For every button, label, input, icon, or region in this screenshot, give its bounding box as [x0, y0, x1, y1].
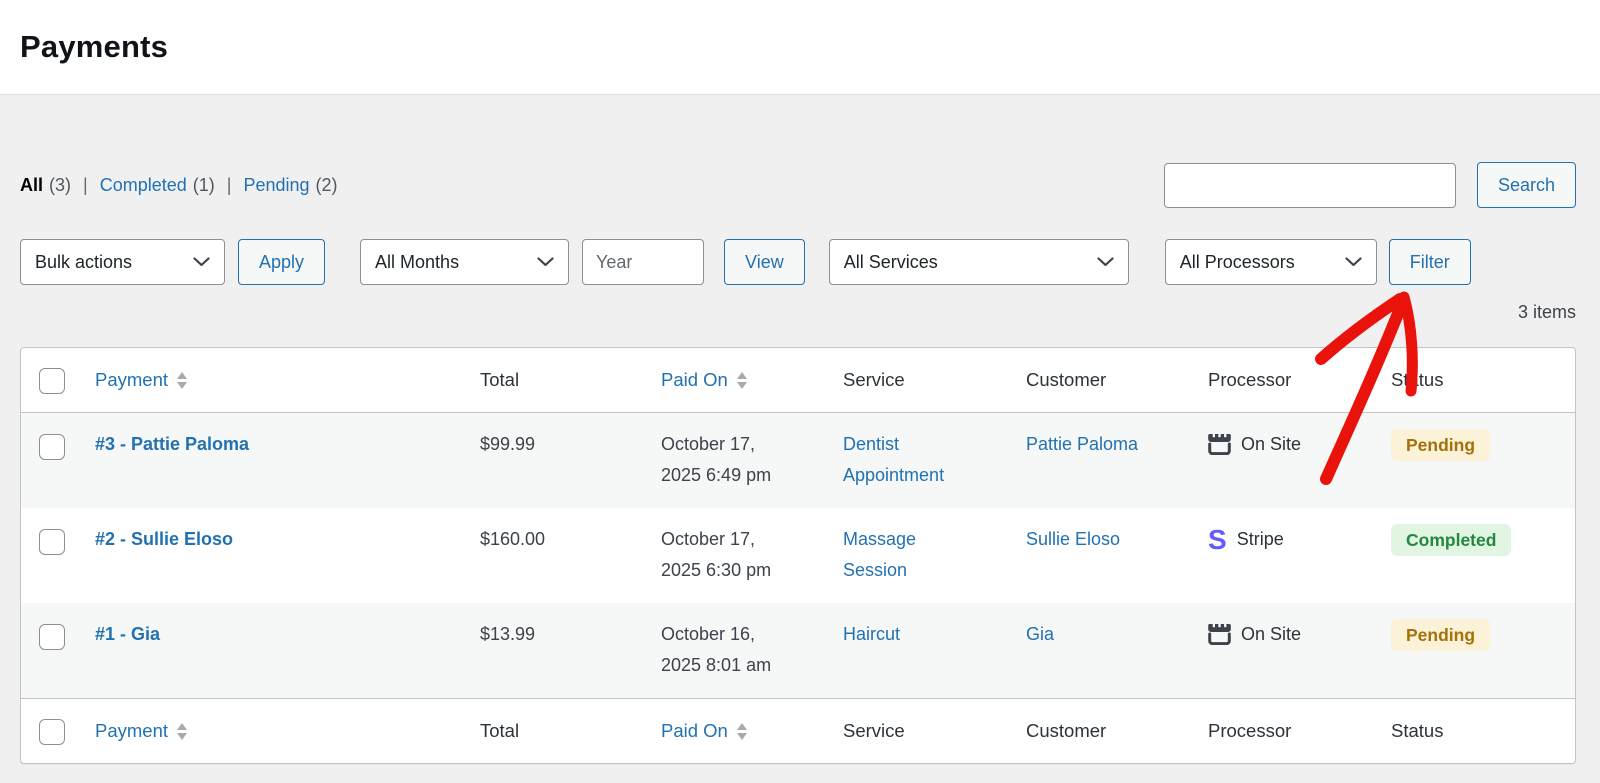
column-header-payment[interactable]: Payment	[95, 369, 188, 391]
column-header-service: Service	[831, 348, 1014, 413]
chevron-down-icon	[537, 257, 554, 267]
column-footer-total: Total	[468, 698, 649, 763]
column-footer-payment[interactable]: Payment	[95, 720, 188, 742]
view-separator: |	[83, 174, 88, 195]
column-header-customer: Customer	[1014, 348, 1196, 413]
service-link[interactable]: Haircut	[843, 624, 901, 644]
page-title: Payments	[20, 29, 169, 64]
view-separator: |	[226, 174, 232, 195]
stripe-icon: S	[1208, 523, 1227, 555]
view-button[interactable]: View	[724, 239, 805, 285]
payment-total: $13.99	[480, 624, 536, 644]
view-all-link[interactable]: All (3)	[20, 175, 71, 196]
column-footer-paid-on[interactable]: Paid On	[661, 720, 747, 742]
processor-name: Stripe	[1236, 529, 1284, 549]
column-footer-customer: Customer	[1014, 698, 1196, 763]
payment-link[interactable]: #2 - Sullie Eloso	[95, 529, 234, 549]
column-footer-service: Service	[831, 698, 1014, 763]
paid-on-date: October 17, 2025 6:30 pm	[661, 529, 772, 580]
table-toolbar: Bulk actions Apply All Months View All S…	[20, 239, 1576, 285]
view-all-label: All	[20, 174, 44, 195]
table-footer-row: Payment Total Paid On Service Customer P…	[21, 698, 1575, 763]
view-pending-label: Pending	[243, 174, 310, 195]
customer-link[interactable]: Pattie Paloma	[1026, 434, 1139, 454]
bulk-actions-select[interactable]: Bulk actions	[20, 239, 225, 285]
select-row-checkbox[interactable]	[39, 528, 65, 555]
table-header-row: Payment Total Paid On Service Customer P…	[21, 348, 1575, 413]
table-row: #2 - Sullie Eloso $160.00 October 17, 20…	[21, 508, 1575, 603]
column-header-total: Total	[468, 348, 649, 413]
chevron-down-icon	[193, 257, 210, 267]
storefront-icon	[1208, 434, 1231, 455]
table-row: #1 - Gia $13.99 October 16, 2025 8:01 am…	[21, 603, 1575, 698]
service-link[interactable]: Dentist Appointment	[843, 434, 945, 485]
processor-name: On Site	[1241, 434, 1302, 454]
filter-button[interactable]: Filter	[1388, 239, 1471, 285]
months-label: All Months	[375, 251, 460, 272]
items-count: 3 items	[1517, 302, 1576, 322]
search-input[interactable]	[1163, 162, 1456, 208]
storefront-icon	[1208, 624, 1231, 645]
column-footer-processor: Processor	[1196, 698, 1379, 763]
select-row-checkbox[interactable]	[39, 433, 65, 460]
services-select[interactable]: All Services	[828, 239, 1129, 285]
column-footer-status: Status	[1379, 698, 1575, 763]
chevron-down-icon	[1345, 257, 1362, 267]
sort-icon	[736, 722, 747, 740]
select-row-checkbox[interactable]	[39, 623, 65, 650]
services-label: All Services	[843, 251, 938, 272]
search-button[interactable]: Search	[1476, 162, 1576, 208]
views-and-search-row: All (3) | Completed (1) | Pending (2) Searc…	[20, 162, 1576, 208]
view-filter-links: All (3) | Completed (1) | Pending (2)	[20, 175, 338, 196]
apply-button[interactable]: Apply	[238, 239, 326, 285]
select-all-checkbox[interactable]	[39, 368, 65, 394]
payments-table: Payment Total Paid On Service Customer P…	[20, 347, 1576, 764]
processors-label: All Processors	[1179, 251, 1295, 272]
main-content: All (3) | Completed (1) | Pending (2) Searc…	[0, 162, 1600, 764]
view-all-count: (3)	[49, 174, 72, 195]
chevron-down-icon	[1097, 257, 1114, 267]
column-header-processor: Processor	[1196, 348, 1379, 413]
view-completed-count: (1)	[192, 174, 215, 195]
bulk-actions-label: Bulk actions	[35, 251, 133, 272]
select-all-checkbox[interactable]	[39, 719, 65, 745]
sort-icon	[177, 371, 188, 389]
view-pending-count: (2)	[315, 174, 338, 195]
payment-total: $99.99	[480, 434, 536, 454]
customer-link[interactable]: Sullie Eloso	[1026, 529, 1121, 549]
payment-total: $160.00	[480, 529, 546, 549]
year-input[interactable]	[582, 239, 705, 285]
payment-link[interactable]: #3 - Pattie Paloma	[95, 434, 250, 454]
processors-select[interactable]: All Processors	[1164, 239, 1377, 285]
paid-on-date: October 17, 2025 6:49 pm	[661, 434, 772, 485]
view-completed-label: Completed	[99, 174, 187, 195]
payment-link[interactable]: #1 - Gia	[95, 624, 161, 644]
status-badge: Completed	[1391, 524, 1512, 556]
page-header: Payments	[0, 0, 1600, 95]
view-pending-link[interactable]: Pending (2)	[243, 175, 337, 196]
table-row: #3 - Pattie Paloma $99.99 October 17, 20…	[21, 413, 1575, 508]
processor-name: On Site	[1241, 624, 1302, 644]
column-header-status: Status	[1379, 348, 1575, 413]
sort-icon	[736, 371, 747, 389]
customer-link[interactable]: Gia	[1026, 624, 1055, 644]
service-link[interactable]: Massage Session	[843, 529, 917, 580]
paid-on-date: October 16, 2025 8:01 am	[661, 624, 772, 675]
status-badge: Pending	[1391, 429, 1491, 461]
view-completed-link[interactable]: Completed (1)	[100, 175, 215, 196]
status-badge: Pending	[1391, 619, 1491, 651]
column-header-paid-on[interactable]: Paid On	[661, 369, 747, 391]
months-select[interactable]: All Months	[360, 239, 570, 285]
sort-icon	[177, 722, 188, 740]
search-box: Search	[1163, 162, 1576, 208]
